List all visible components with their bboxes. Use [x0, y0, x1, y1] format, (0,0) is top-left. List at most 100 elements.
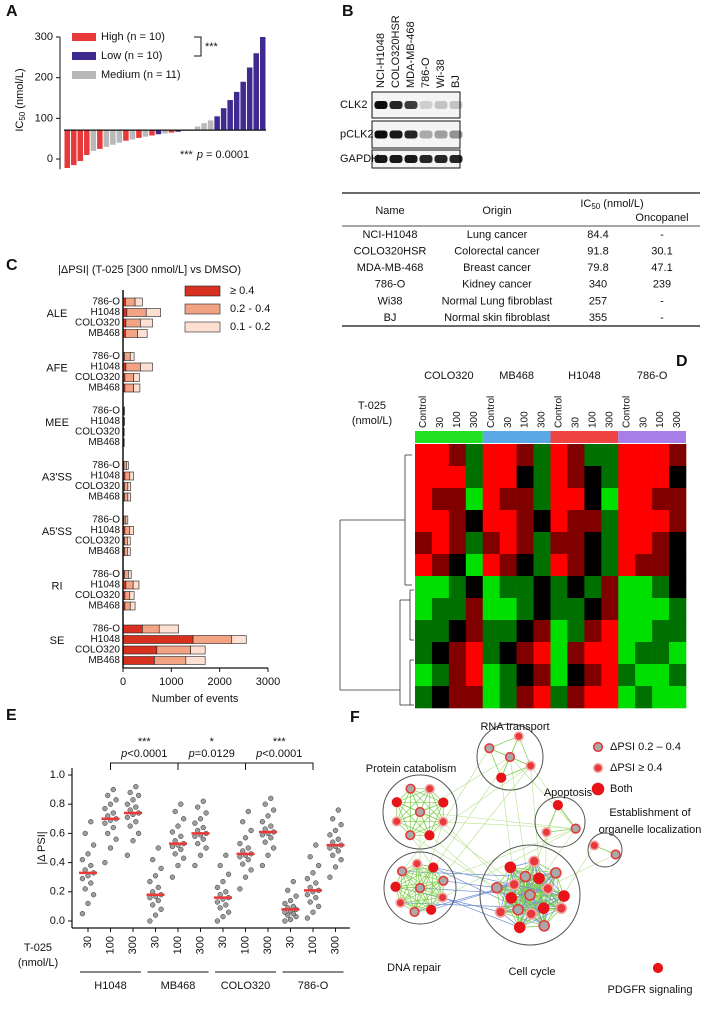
heat-cell [550, 532, 568, 555]
row-label: COLO320 [75, 372, 120, 383]
heat-cell [584, 466, 602, 489]
bar-segment [128, 570, 132, 579]
row-label: MB468 [88, 328, 120, 339]
data-point [150, 902, 156, 908]
legend-bracket [194, 36, 202, 57]
bar-segment [129, 471, 134, 481]
heat-cell [465, 532, 484, 555]
network-node [558, 890, 570, 902]
heat-cell [635, 642, 653, 665]
dose-label: 30 [638, 416, 649, 428]
network-node [391, 797, 402, 808]
heat-cell [448, 576, 467, 599]
panel-letter: D [676, 353, 688, 370]
network-node [512, 904, 524, 916]
heat-cell [482, 686, 500, 709]
network-edge [430, 880, 444, 910]
heat-cell [635, 554, 653, 577]
bar-segment [126, 461, 129, 470]
comparison-p: p<0.0001 [255, 748, 302, 760]
heat-cell [415, 664, 433, 687]
heat-cell [550, 664, 568, 687]
data-point [79, 876, 86, 882]
row-label: H1048 [91, 416, 121, 427]
heat-cell [465, 466, 484, 489]
network-edge [538, 878, 545, 926]
network-node [533, 872, 545, 885]
network-edge [419, 756, 511, 813]
data-point [282, 900, 288, 907]
data-point [335, 836, 341, 842]
network-edge [410, 834, 497, 888]
heat-cell [516, 488, 534, 511]
network-edge [518, 736, 531, 766]
data-point [133, 784, 139, 790]
data-point [147, 918, 153, 924]
network-edge [402, 867, 434, 872]
network-node [652, 962, 664, 974]
bar [129, 130, 136, 140]
bar [227, 100, 233, 131]
data-point [214, 918, 221, 924]
dose-label: 30 [217, 936, 229, 948]
dose-label: 100 [452, 411, 463, 428]
heat-cell [618, 510, 636, 533]
heat-cell [516, 686, 534, 709]
data-point [268, 835, 274, 841]
group-color-bar [618, 431, 686, 443]
heat-cell [499, 554, 517, 577]
network-edge [519, 876, 526, 928]
data-point [102, 805, 108, 812]
data-point [307, 899, 313, 905]
heat-cell [465, 576, 484, 599]
heat-cell [448, 664, 467, 687]
network-node [542, 882, 554, 895]
bar-segment [132, 580, 140, 590]
dose-axis-label: T-025 [358, 400, 386, 412]
dose-label: Control [486, 396, 497, 428]
network-node [525, 760, 536, 771]
heat-cell [652, 664, 670, 687]
table-cell: Normal skin fibroblast [444, 312, 550, 324]
network-node [396, 866, 408, 877]
network-edge [410, 788, 444, 803]
group-color-bar [482, 431, 551, 443]
data-point [135, 792, 142, 799]
comparison-stars: *** [273, 736, 287, 748]
heat-cell [584, 510, 602, 533]
group-label: ALE [47, 308, 68, 320]
heat-cell [482, 598, 500, 621]
data-point [133, 804, 139, 810]
bar-segment [127, 547, 131, 556]
blot-band [374, 101, 388, 109]
bar-segment [124, 492, 129, 502]
network-edge [543, 895, 565, 927]
p-symbol: p [188, 748, 195, 760]
network-edge [496, 887, 548, 890]
data-point [110, 810, 116, 816]
heat-cell [652, 444, 670, 467]
heat-cell [652, 532, 670, 555]
heat-cell [618, 620, 636, 643]
heat-cell [601, 576, 619, 599]
dose-label: Control [418, 396, 429, 428]
heat-cell [635, 686, 653, 709]
heat-cell [669, 466, 687, 489]
bar-segment [129, 601, 136, 611]
heat-cell [618, 466, 636, 489]
bar [253, 53, 259, 131]
heat-cell [499, 488, 517, 511]
data-point [338, 857, 344, 863]
lane-label: COLO320HSR [390, 15, 402, 88]
network-edge [401, 871, 415, 912]
heat-cell [618, 686, 636, 709]
data-point [90, 892, 97, 898]
row-label: COLO320 [75, 645, 120, 656]
heat-cell [567, 620, 585, 643]
data-point [155, 884, 161, 891]
data-point [192, 862, 198, 869]
heat-cell [533, 510, 551, 533]
network-edge [401, 835, 430, 872]
heat-cell [465, 598, 484, 621]
x-tick-label: 2000 [207, 676, 231, 688]
